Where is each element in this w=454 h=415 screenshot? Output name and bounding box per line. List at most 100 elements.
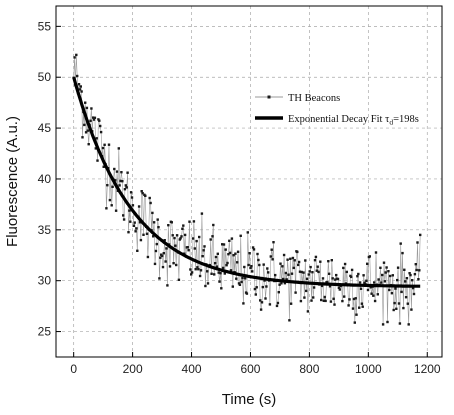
th-beacons-point	[259, 299, 262, 302]
th-beacons-point	[117, 147, 120, 150]
th-beacons-point	[167, 224, 170, 227]
fit-series	[72, 76, 421, 288]
th-beacons-point	[279, 262, 282, 265]
th-beacons-point	[228, 239, 231, 242]
th-beacons-point	[204, 284, 207, 288]
th-beacons-point	[313, 259, 317, 262]
th-beacons-point	[397, 302, 401, 305]
th-beacons-point	[414, 263, 417, 266]
th-beacons-point	[163, 239, 166, 242]
th-beacons-point	[402, 306, 405, 310]
th-beacons-point	[305, 277, 309, 280]
th-beacons-point	[354, 297, 357, 300]
th-beacons-point	[141, 192, 144, 195]
th-beacons-point	[338, 288, 341, 291]
th-beacons-point	[326, 281, 329, 284]
th-beacons-point	[183, 233, 187, 237]
th-beacons-point	[136, 249, 139, 252]
th-beacons-point	[219, 272, 222, 275]
th-beacons-point	[135, 227, 138, 230]
th-beacons-point	[264, 297, 267, 300]
th-beacons-point	[197, 268, 200, 271]
legend-fit-suffix: =198s	[393, 114, 419, 125]
plot-frame	[55, 5, 443, 358]
th-beacons-point	[395, 307, 398, 310]
th-beacons-point	[408, 272, 411, 275]
th-beacons-point	[90, 107, 93, 110]
th-beacons-point	[105, 207, 108, 210]
th-beacons-point	[366, 262, 369, 265]
th-beacons-point	[240, 280, 243, 284]
th-beacons-point	[292, 266, 295, 270]
x-tick-label: 200	[123, 362, 143, 376]
th-beacons-point	[270, 248, 273, 251]
th-beacons-point	[322, 299, 325, 302]
th-beacons-point	[206, 282, 210, 285]
th-beacons-point	[254, 293, 257, 296]
th-beacons-point	[411, 286, 415, 290]
x-tick-label: 400	[182, 362, 202, 376]
th-beacons-point	[103, 143, 106, 146]
th-beacons-point	[193, 247, 196, 250]
th-beacons-point	[405, 277, 409, 280]
th-beacons-point	[250, 265, 253, 268]
th-beacons-point	[383, 280, 386, 283]
th-beacons-point	[274, 273, 277, 277]
th-beacons-point	[242, 302, 245, 305]
th-beacons-point	[396, 266, 400, 269]
th-beacons-point	[257, 258, 260, 262]
th-beacons-point	[404, 280, 407, 283]
th-beacons-point	[243, 265, 246, 269]
th-beacons-point	[350, 275, 353, 279]
th-beacons-point	[92, 118, 96, 121]
th-beacons-point	[315, 269, 318, 272]
th-beacons-point	[121, 180, 124, 183]
th-beacons-point	[300, 270, 303, 274]
y-tick-label: 45	[38, 121, 52, 135]
th-beacons-point	[278, 283, 281, 286]
th-beacons-point	[416, 241, 419, 244]
th-beacons-point	[224, 248, 227, 251]
th-beacons-point	[159, 256, 162, 259]
th-beacons-point	[125, 186, 128, 189]
th-beacons-point	[177, 278, 181, 281]
th-beacons-point	[79, 85, 82, 88]
th-beacons-point	[214, 255, 218, 259]
th-beacons-point	[97, 118, 100, 121]
y-tick-label: 40	[38, 172, 52, 186]
th-beacons-point	[229, 269, 233, 272]
th-beacons-point	[111, 185, 114, 188]
th-beacons-point	[120, 171, 123, 174]
th-beacons-point	[308, 270, 311, 273]
th-beacons-point	[227, 253, 230, 256]
th-beacons-point	[246, 231, 249, 234]
th-beacons-point	[101, 146, 105, 150]
th-beacons-point	[379, 266, 382, 269]
th-beacons-point	[343, 262, 347, 266]
th-beacons-point	[124, 184, 127, 187]
th-beacons-point	[291, 256, 295, 260]
th-beacons-point	[251, 246, 255, 249]
th-beacons-point	[152, 221, 156, 224]
th-beacons-point	[336, 277, 340, 281]
th-beacons-point	[138, 221, 142, 224]
th-beacons-point	[400, 290, 403, 294]
th-beacons-point	[253, 287, 257, 291]
th-beacons-point	[269, 255, 272, 258]
th-beacons-point	[221, 266, 225, 270]
th-beacons-point	[245, 292, 249, 295]
legend-fit-subscript: d	[389, 118, 393, 127]
th-beacons-point	[211, 235, 214, 238]
th-beacons-point	[360, 302, 364, 305]
th-beacons-point	[78, 88, 82, 91]
th-beacons-point	[210, 272, 213, 275]
th-beacons-point	[319, 260, 322, 263]
th-beacons-point	[244, 277, 247, 280]
th-beacons-point	[324, 299, 327, 303]
th-beacons-point	[317, 270, 320, 274]
legend-marker-th-beacons-dot	[267, 95, 271, 99]
th-beacons-point	[106, 184, 109, 187]
th-beacons-point	[347, 304, 350, 307]
th-beacons-point	[221, 243, 224, 246]
th-beacons-point	[173, 236, 176, 240]
